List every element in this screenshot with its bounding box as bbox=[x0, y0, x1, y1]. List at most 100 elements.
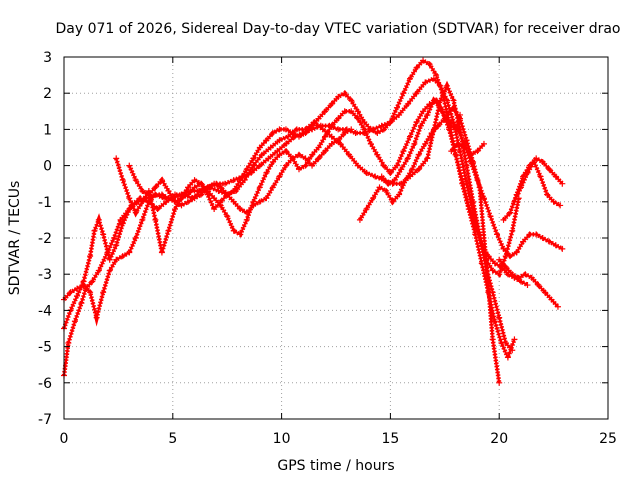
data-point bbox=[237, 231, 244, 238]
data-point bbox=[263, 137, 270, 144]
data-point bbox=[80, 282, 87, 289]
data-point bbox=[430, 97, 437, 104]
data-point bbox=[513, 249, 520, 256]
data-point bbox=[411, 140, 418, 147]
data-point bbox=[498, 339, 505, 346]
data-point bbox=[380, 126, 387, 133]
data-point bbox=[413, 119, 420, 126]
data-point bbox=[335, 126, 342, 133]
data-point bbox=[91, 227, 98, 234]
data-point bbox=[158, 191, 165, 198]
data-point bbox=[461, 144, 468, 151]
data-point bbox=[361, 119, 368, 126]
data-point bbox=[93, 314, 100, 321]
y-tick-label: -6 bbox=[38, 376, 52, 392]
series-track-3 bbox=[126, 57, 518, 364]
data-point bbox=[494, 231, 501, 238]
data-point bbox=[398, 166, 405, 173]
data-point bbox=[71, 318, 78, 325]
data-point bbox=[274, 148, 281, 155]
data-point bbox=[158, 177, 165, 184]
data-point bbox=[337, 140, 344, 147]
data-point bbox=[243, 209, 250, 216]
data-point bbox=[276, 137, 283, 144]
data-point bbox=[459, 177, 466, 184]
data-point bbox=[113, 242, 120, 249]
data-point bbox=[154, 206, 161, 213]
data-point bbox=[496, 314, 503, 321]
data-point bbox=[152, 216, 159, 223]
data-point bbox=[113, 155, 120, 162]
data-point bbox=[352, 130, 359, 137]
data-point bbox=[537, 173, 544, 180]
data-point bbox=[302, 130, 309, 137]
data-point bbox=[335, 115, 342, 122]
data-point bbox=[259, 151, 266, 158]
series-markers bbox=[61, 76, 514, 376]
data-point bbox=[296, 133, 303, 140]
data-point bbox=[100, 231, 107, 238]
data-point bbox=[230, 198, 237, 205]
data-point bbox=[369, 195, 376, 202]
data-point bbox=[309, 151, 316, 158]
data-point bbox=[446, 126, 453, 133]
data-point bbox=[487, 213, 494, 220]
data-point bbox=[211, 206, 218, 213]
series-track-11 bbox=[448, 140, 487, 158]
data-point bbox=[509, 227, 516, 234]
series-markers bbox=[449, 141, 486, 158]
data-point bbox=[496, 256, 503, 263]
data-point bbox=[165, 195, 172, 202]
data-point bbox=[237, 206, 244, 213]
series-track-6 bbox=[356, 115, 566, 260]
data-point bbox=[541, 289, 548, 296]
y-tick-label: -2 bbox=[38, 231, 52, 247]
data-point bbox=[522, 271, 529, 278]
data-point bbox=[413, 90, 420, 97]
data-point bbox=[450, 104, 457, 111]
data-point bbox=[302, 162, 309, 169]
data-point bbox=[489, 336, 496, 343]
data-point bbox=[415, 151, 422, 158]
data-point bbox=[533, 155, 540, 162]
data-point bbox=[433, 72, 440, 79]
x-axis-label: GPS time / hours bbox=[277, 458, 394, 474]
data-point bbox=[165, 187, 172, 194]
data-point bbox=[402, 177, 409, 184]
data-point bbox=[474, 148, 481, 155]
data-point bbox=[95, 267, 102, 274]
data-point bbox=[348, 108, 355, 115]
data-point bbox=[256, 198, 263, 205]
y-axis-label: SDTVAR / TECUs bbox=[7, 181, 23, 296]
y-tick-label: -1 bbox=[38, 195, 52, 211]
data-point bbox=[106, 267, 113, 274]
data-point bbox=[315, 155, 322, 162]
data-point bbox=[354, 108, 361, 115]
data-point bbox=[463, 137, 470, 144]
data-point bbox=[520, 238, 527, 245]
data-point bbox=[113, 256, 120, 263]
data-point bbox=[361, 126, 368, 133]
series-markers bbox=[512, 157, 562, 208]
data-point bbox=[509, 271, 516, 278]
data-point bbox=[198, 191, 205, 198]
data-point bbox=[559, 180, 566, 187]
data-point bbox=[435, 122, 442, 129]
data-point bbox=[400, 90, 407, 97]
data-point bbox=[507, 253, 514, 260]
data-point bbox=[546, 238, 553, 245]
data-point bbox=[289, 155, 296, 162]
data-point bbox=[448, 148, 455, 155]
data-point bbox=[548, 296, 555, 303]
data-point bbox=[454, 140, 461, 147]
data-point bbox=[171, 198, 178, 205]
y-tick-label: 0 bbox=[43, 159, 52, 175]
data-point bbox=[341, 90, 348, 97]
data-point bbox=[380, 162, 387, 169]
series-markers bbox=[445, 103, 502, 384]
data-point bbox=[217, 202, 224, 209]
data-point bbox=[472, 224, 479, 231]
data-point bbox=[383, 187, 390, 194]
data-series-group bbox=[61, 57, 566, 386]
